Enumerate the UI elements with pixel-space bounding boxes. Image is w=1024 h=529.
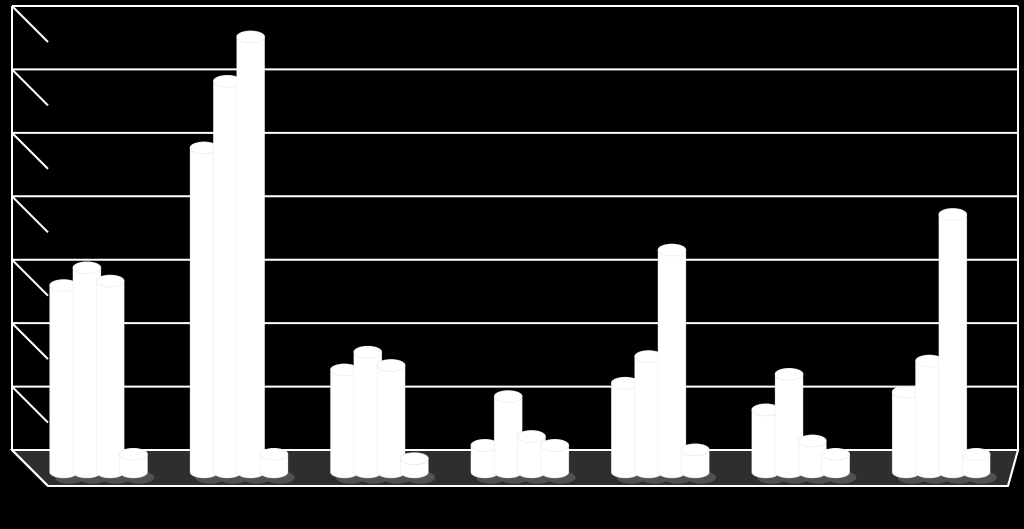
bar-chart-3d [0,0,1024,529]
